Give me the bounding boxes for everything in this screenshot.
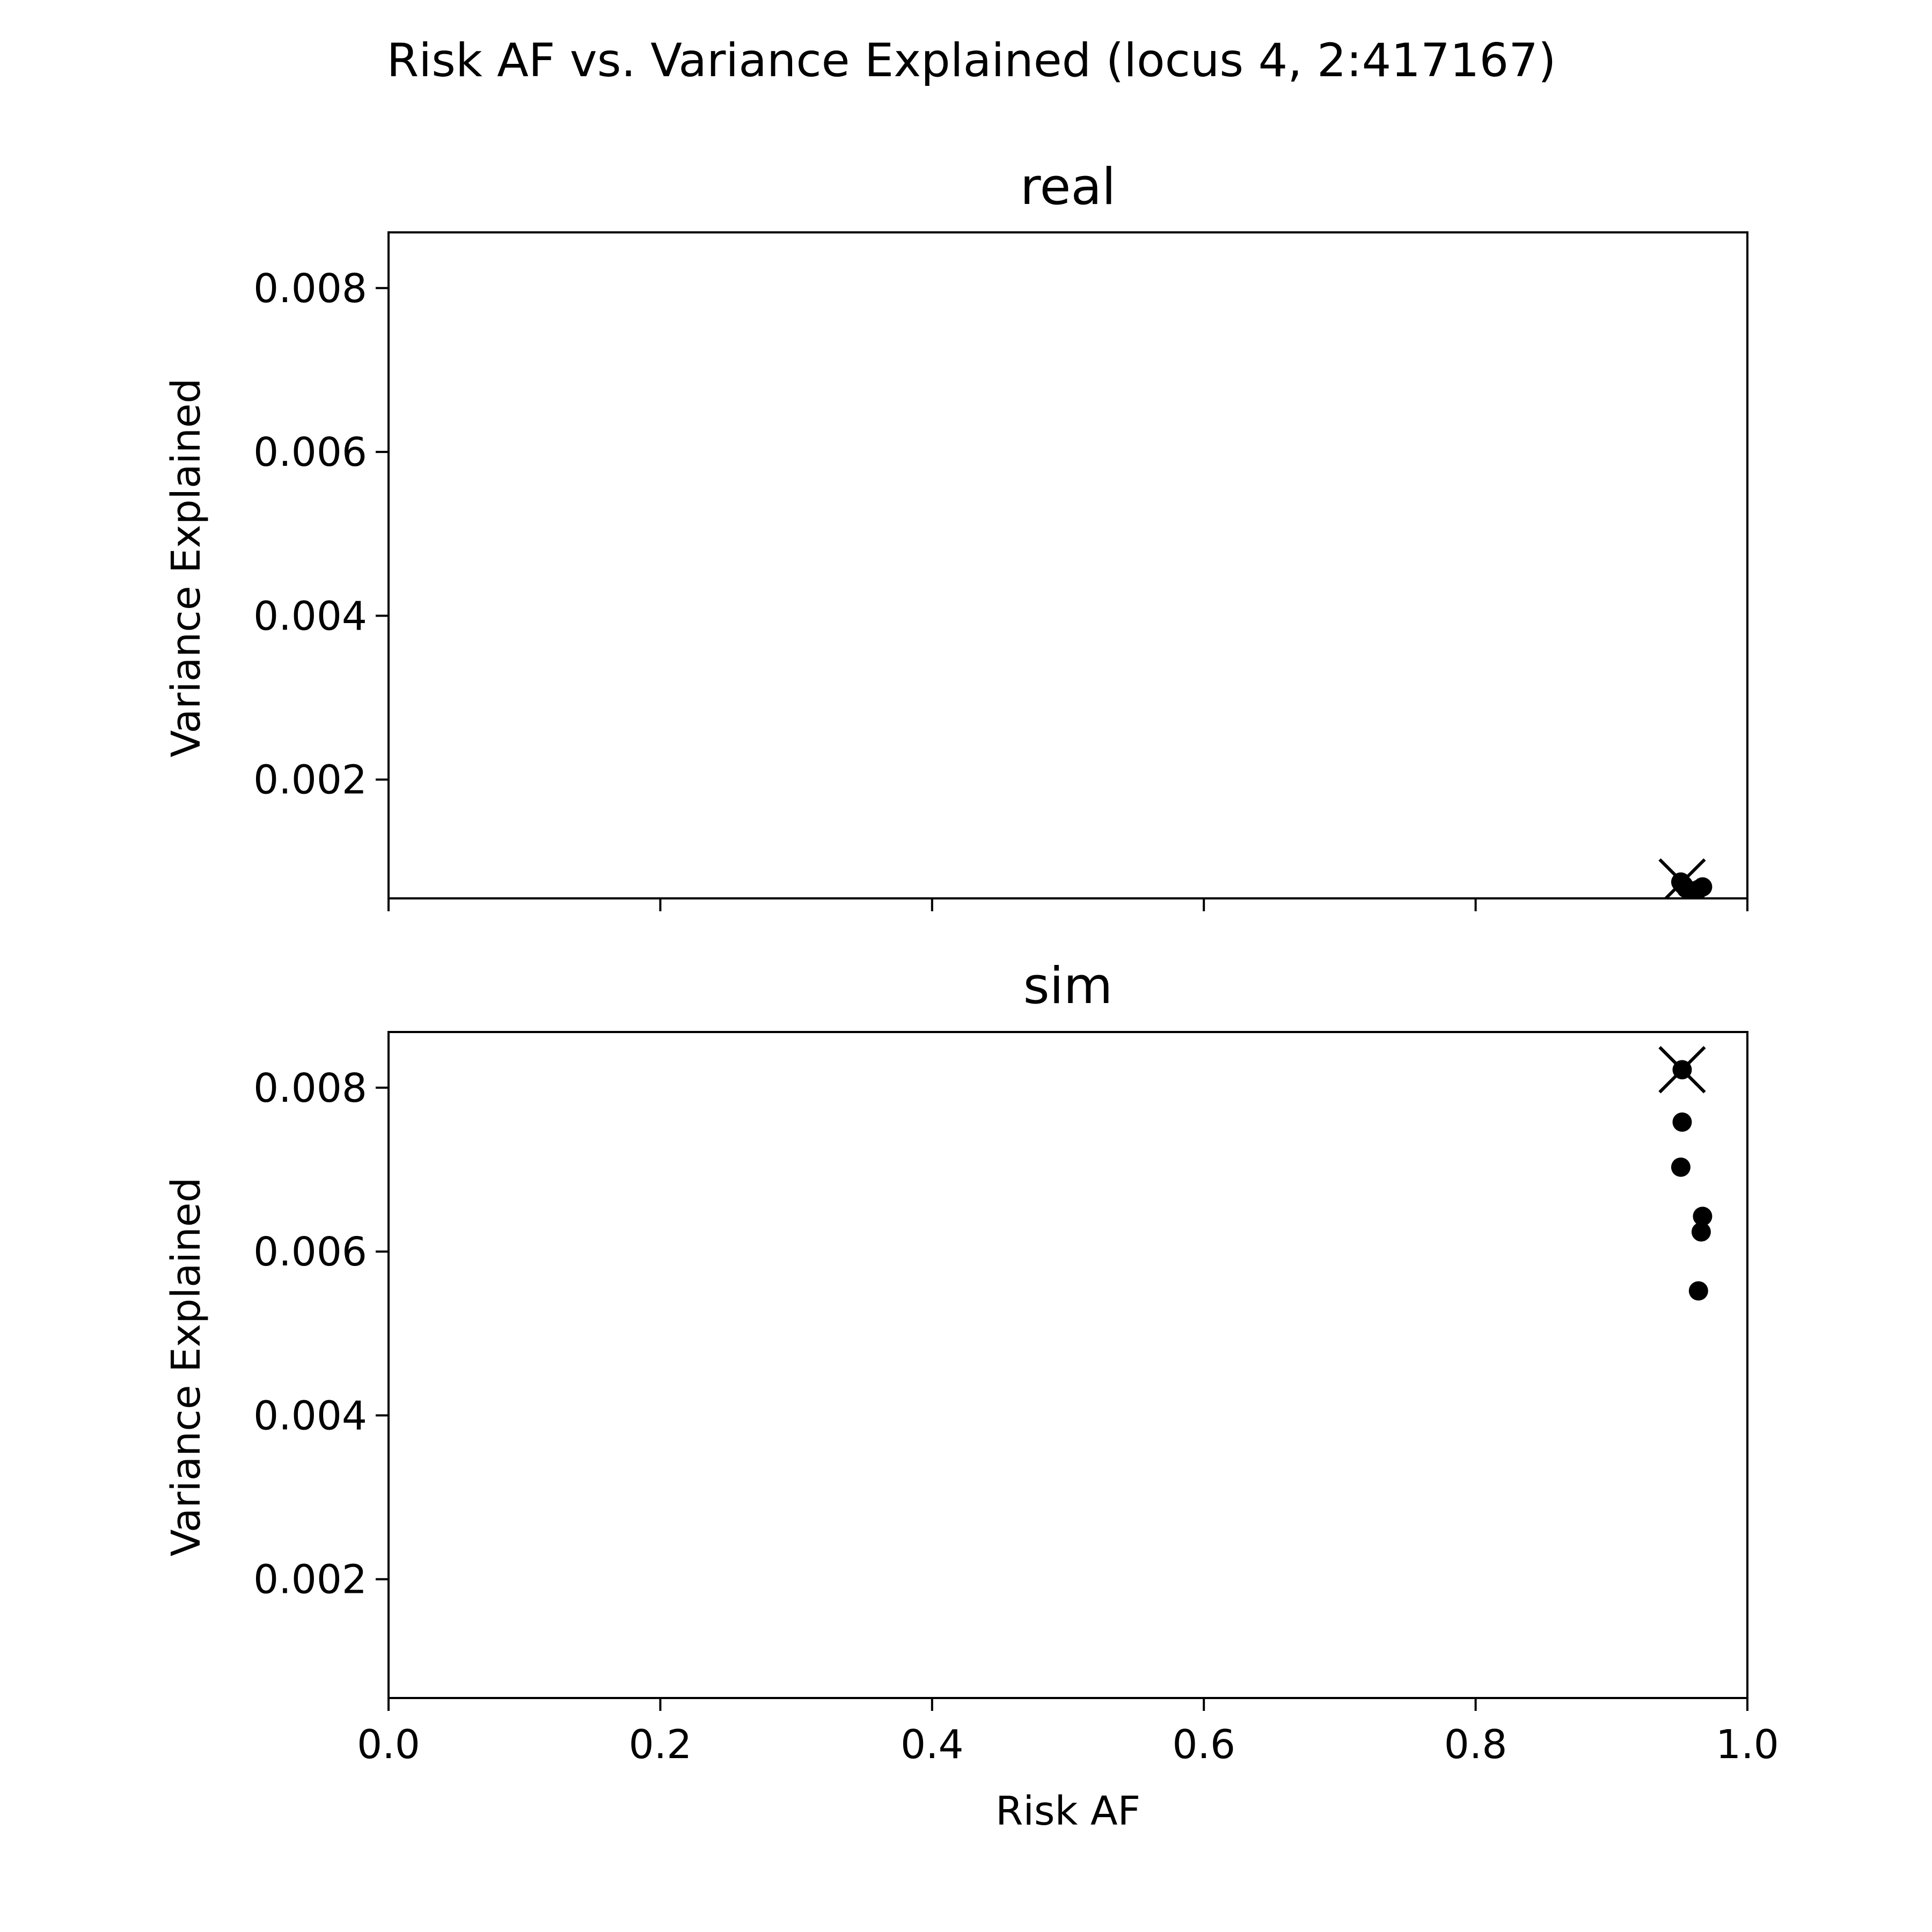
panel-sim: sim Variance Explained Risk AF 0.0 0.2 0.4… xyxy=(163,957,1779,1834)
y-tick-label: 0.008 xyxy=(253,1065,367,1111)
marks xyxy=(1658,1046,1713,1301)
y-tick-label: 0.002 xyxy=(253,1557,367,1603)
highlight-x-marker xyxy=(1658,1046,1706,1094)
x-tick-label: 0.0 xyxy=(357,1722,420,1768)
data-point xyxy=(1691,1222,1711,1242)
panel-title: real xyxy=(1020,158,1116,216)
plot-frame xyxy=(387,1031,1748,1699)
y-tick-label: 0.006 xyxy=(253,429,367,475)
y-axis-label: Variance Explained xyxy=(163,1177,209,1557)
figure-title: Risk AF vs. Variance Explained (locus 4,… xyxy=(386,34,1556,87)
x-tick-label: 0.6 xyxy=(1172,1722,1235,1768)
y-tick-label: 0.004 xyxy=(253,1393,367,1439)
panel-title: sim xyxy=(1023,957,1113,1015)
y-tick-label: 0.004 xyxy=(253,593,367,639)
data-point xyxy=(1671,1157,1690,1177)
x-tick-label: 0.8 xyxy=(1444,1722,1507,1768)
data-point xyxy=(1693,1206,1713,1226)
marks xyxy=(1658,858,1713,898)
x-tick-label: 0.2 xyxy=(629,1722,692,1768)
data-point xyxy=(1672,1112,1692,1132)
x-tick-label: 1.0 xyxy=(1716,1722,1779,1768)
x-axis-label: Risk AF xyxy=(996,1788,1140,1834)
y-axis-label: Variance Explained xyxy=(163,378,209,758)
y-tick-label: 0.006 xyxy=(253,1229,367,1275)
plot-frame xyxy=(387,231,1748,899)
x-tick-label: 0.4 xyxy=(901,1722,964,1768)
data-point xyxy=(1693,877,1713,897)
y-tick-label: 0.002 xyxy=(253,757,367,803)
data-point xyxy=(1688,1281,1708,1301)
panel-real: real Variance Explained 0.0020.0040.0060… xyxy=(163,158,1748,911)
highlight-x-marker xyxy=(1658,858,1706,898)
y-tick-label: 0.008 xyxy=(253,266,367,312)
ticks: 0.0 0.2 0.4 0.6 0.8 1.0 0.002 0.004 0.006 0.008 xyxy=(253,1065,1779,1768)
ticks: 0.002 0.004 0.006 0.008 xyxy=(253,266,1748,911)
